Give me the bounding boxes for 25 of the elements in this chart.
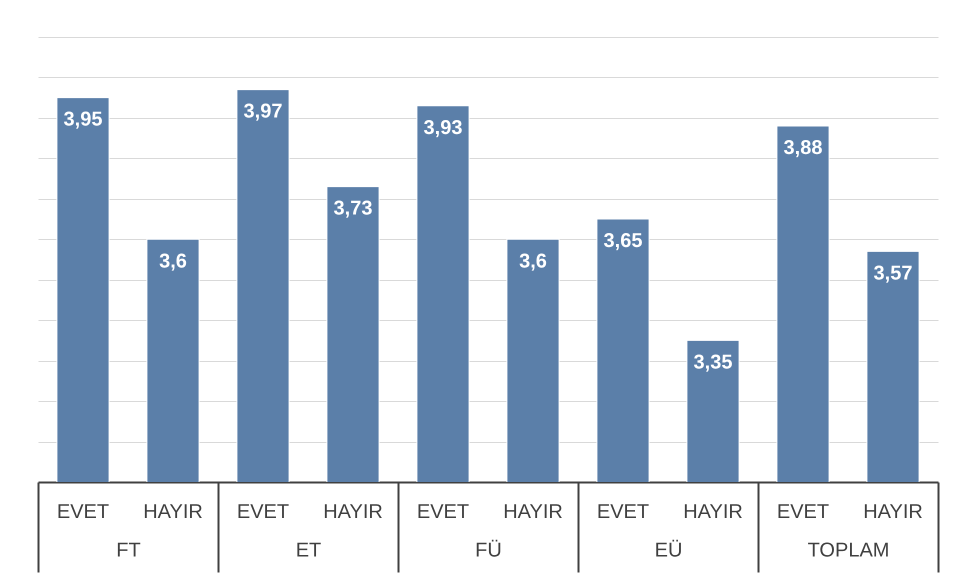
text: EVET <box>56 501 110 523</box>
data-label: 3,97 <box>244 100 282 123</box>
x-tick-label: EÜ <box>654 540 682 562</box>
text: HAYIR <box>863 501 923 523</box>
data-label: 3,6 <box>519 250 547 272</box>
text: EVET <box>776 501 830 523</box>
data-label: 3,88 <box>784 137 822 159</box>
x-tick-label: ET <box>296 540 322 562</box>
text: EVET <box>416 501 470 523</box>
data-label: 3,93 <box>424 116 462 139</box>
data-label: 3,57 <box>874 262 912 284</box>
series-label: HAYIR <box>323 501 383 523</box>
x-tick-label: FÜ <box>475 540 502 562</box>
x-tick-label: TOPLAM <box>808 540 890 562</box>
data-label: 3,95 <box>64 108 102 131</box>
series-label: EVET <box>236 501 290 523</box>
x-tick-label: FT <box>116 540 141 562</box>
data-label: 3,35 <box>694 351 732 374</box>
text: HAYIR <box>683 501 743 523</box>
data-label: 3,6 <box>159 250 187 272</box>
text: EVET <box>596 501 650 523</box>
data-label: 3,73 <box>334 198 372 220</box>
data-label: 3,65 <box>604 230 642 252</box>
text: HAYIR <box>143 501 203 523</box>
text: HAYIR <box>503 501 563 523</box>
